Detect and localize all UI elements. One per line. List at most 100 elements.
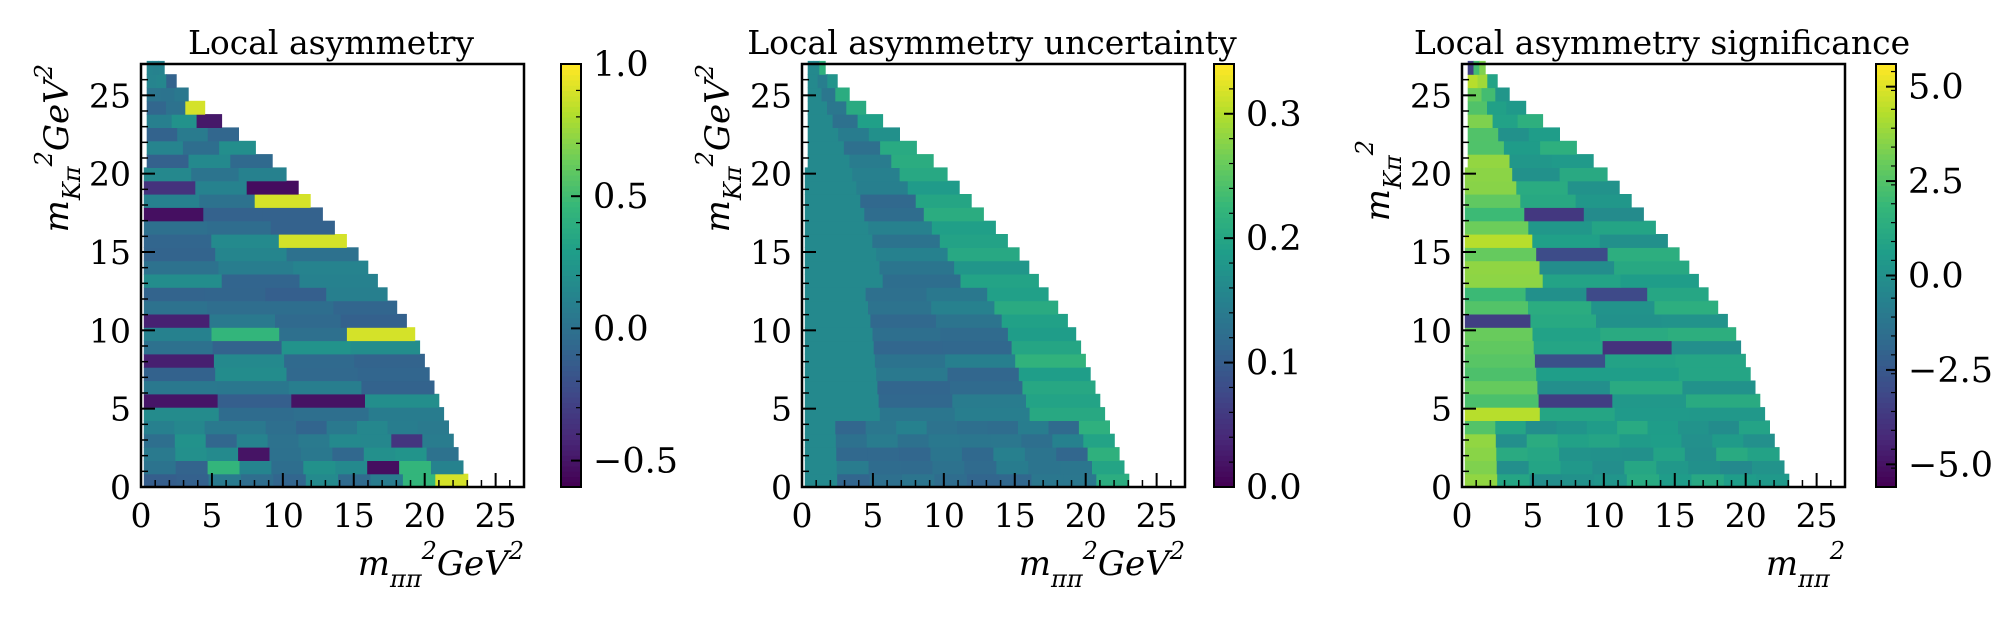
heatmap-cell xyxy=(1688,460,1721,475)
heatmap-cell xyxy=(1467,60,1475,75)
colorbar-segment xyxy=(1876,455,1896,462)
heatmap-cell xyxy=(207,300,271,315)
heatmap-cell xyxy=(146,74,158,89)
heatmap-cell xyxy=(964,460,997,475)
heatmap-cell xyxy=(156,74,167,89)
colorbar: 0.0 0.1 0.2 0.3 xyxy=(1213,63,1302,508)
colorbar-segment xyxy=(561,201,581,208)
colorbar-segment xyxy=(1876,360,1896,366)
colorbar-segment xyxy=(1214,169,1234,176)
colorbar-segment xyxy=(1876,439,1896,446)
heatmap-cell xyxy=(206,447,239,461)
heatmap-cell xyxy=(143,447,176,461)
heatmap-cell xyxy=(1647,287,1709,302)
colorbar-segment xyxy=(561,317,581,324)
colorbar-segment xyxy=(1876,444,1896,451)
heatmap-cell xyxy=(350,340,421,355)
colorbar-segment xyxy=(561,381,581,388)
heatmap-cell xyxy=(1495,420,1527,435)
colorbar-segment xyxy=(561,243,581,250)
colorbar-segment xyxy=(1214,116,1234,123)
heatmap-cell xyxy=(1007,327,1077,342)
heatmap-cell xyxy=(143,420,175,435)
colorbar-segment xyxy=(1876,159,1896,166)
colorbar: −5.0 −2.5 0.0 2.5 5.0 xyxy=(1875,63,1993,488)
colorbar-segment xyxy=(1214,90,1234,97)
heatmap-cell xyxy=(835,420,867,435)
colorbar-segment xyxy=(1876,95,1896,102)
heatmap-cell xyxy=(1529,473,1563,488)
colorbar-segment xyxy=(1214,159,1234,166)
heatmap-cell xyxy=(874,353,946,368)
heatmap-cell xyxy=(335,460,368,475)
heatmap-cell xyxy=(357,420,389,435)
heatmap-cell xyxy=(1028,460,1061,475)
heatmap-cell xyxy=(804,180,857,195)
heatmap-cell xyxy=(1464,234,1533,248)
plot-frame xyxy=(139,62,526,489)
heatmap-cell xyxy=(230,154,273,168)
colorbar-segment xyxy=(1214,180,1234,187)
colorbar-segment xyxy=(1214,280,1234,287)
heatmap-cell xyxy=(1708,420,1740,435)
heatmap-cell xyxy=(849,154,892,168)
heatmap-cell xyxy=(865,420,897,435)
colorbar-segment xyxy=(561,296,581,303)
colorbar-segment xyxy=(1876,476,1896,483)
heatmap-cell xyxy=(807,127,839,142)
colorbar-segment xyxy=(561,349,581,356)
colorbar-segment xyxy=(1876,465,1896,472)
colorbar-segment xyxy=(1214,307,1234,314)
y-tick-label: 10 xyxy=(1410,311,1452,350)
colorbar-segment xyxy=(1876,323,1896,329)
colorbar-segment xyxy=(1876,153,1896,160)
heatmap-cell xyxy=(273,473,307,488)
heatmap-cell xyxy=(804,313,871,328)
colorbar-segment xyxy=(561,307,581,314)
heatmap-cell xyxy=(804,247,877,262)
heatmap-cell xyxy=(1590,447,1623,461)
y-tick-label: 0 xyxy=(771,468,792,507)
colorbar-segment xyxy=(561,227,581,234)
x-tick-label: 0 xyxy=(792,496,813,535)
heatmap-cell xyxy=(1497,473,1531,488)
x-axis-label: mππ2GeV2 xyxy=(1019,537,1185,593)
colorbar-segment xyxy=(1876,449,1896,456)
heatmap-cell xyxy=(146,154,190,168)
colorbar-segment xyxy=(1876,291,1896,298)
heatmap-cell xyxy=(1467,114,1494,128)
y-tick-label: 20 xyxy=(89,155,131,194)
colorbar-segment xyxy=(561,391,581,398)
heatmap-cell xyxy=(146,127,178,142)
heatmap-cell xyxy=(1650,433,1682,448)
heatmap-cell xyxy=(286,247,359,262)
heatmap-cell xyxy=(1528,127,1560,142)
heatmap-cell xyxy=(176,473,210,488)
heatmap-cell xyxy=(879,407,956,421)
heatmap-cell xyxy=(1556,420,1588,435)
colorbar-segment xyxy=(1214,471,1234,478)
colorbar-segment xyxy=(1876,85,1896,92)
heatmap-cell xyxy=(422,433,454,448)
heatmap-cell xyxy=(1052,433,1084,448)
heatmap-cell xyxy=(1477,74,1488,89)
heatmap-cell xyxy=(158,60,165,75)
colorbar-segment xyxy=(1876,243,1896,250)
colorbar-segment xyxy=(561,455,581,462)
heatmap-cell xyxy=(326,420,358,435)
heatmap-cell xyxy=(804,447,837,461)
heatmap-cell xyxy=(1464,420,1496,435)
heatmap-cell xyxy=(1520,194,1577,208)
heatmap-cell xyxy=(1614,407,1691,421)
heatmap-cell xyxy=(807,154,851,168)
heatmap-cell xyxy=(203,207,264,222)
heatmap-cell xyxy=(1021,433,1053,448)
colorbar-segment xyxy=(1876,106,1896,113)
heatmap-cell xyxy=(1464,340,1535,355)
heatmap-cell xyxy=(804,393,880,408)
y-tick-label: 5 xyxy=(110,390,131,429)
colorbar-segment xyxy=(1876,122,1896,129)
heatmap-cell xyxy=(188,154,231,168)
heatmap-cell xyxy=(804,367,877,382)
colorbar-segment xyxy=(1214,148,1234,155)
